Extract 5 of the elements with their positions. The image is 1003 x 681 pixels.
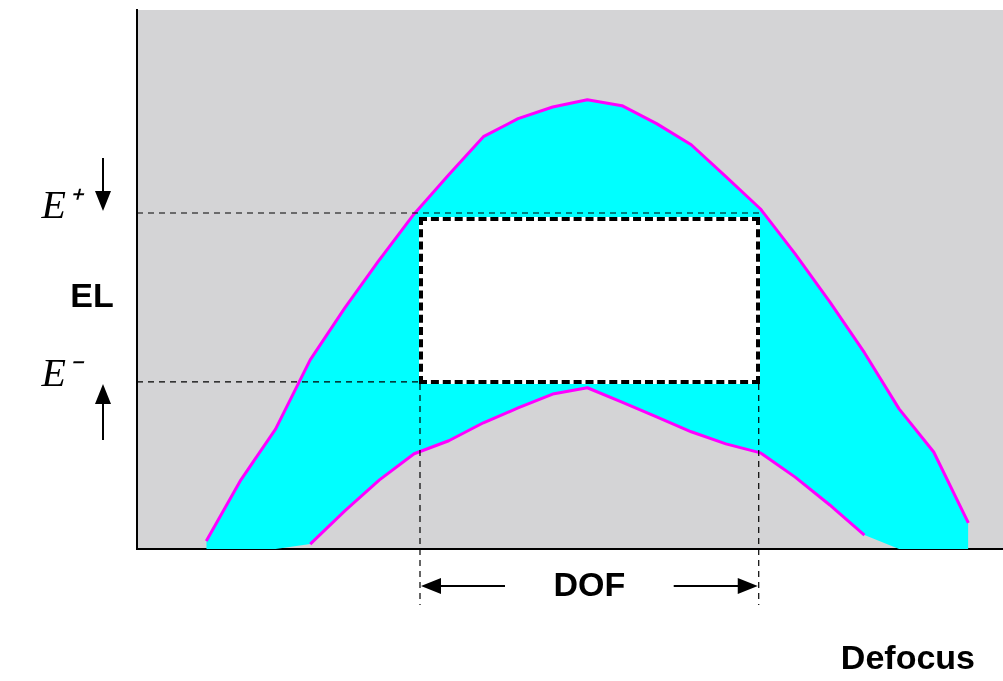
ref-line-label: E⁺	[40, 181, 85, 227]
x-axis-title: Defocus	[840, 638, 975, 677]
text: EL	[70, 275, 114, 314]
ref-line-label: E⁻	[40, 350, 85, 396]
text: DOF	[553, 565, 626, 604]
